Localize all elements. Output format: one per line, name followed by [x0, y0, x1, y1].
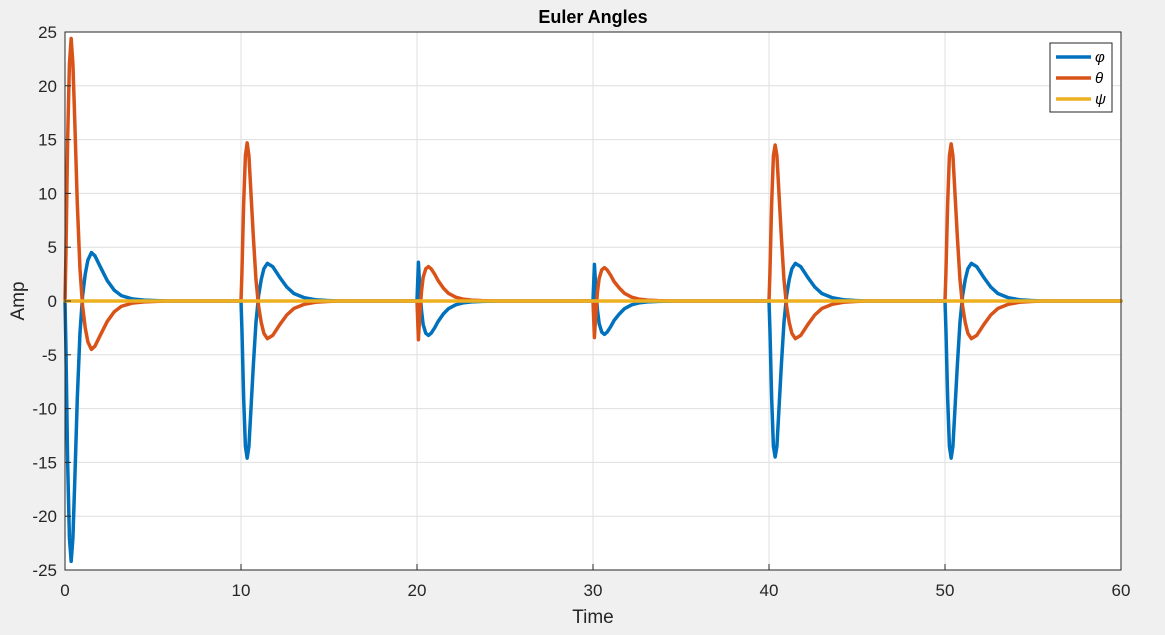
legend: φθψ [1049, 42, 1113, 113]
y-tick-label: 20 [38, 77, 57, 96]
y-tick-label: -25 [32, 561, 57, 580]
x-axis-label: Time [572, 607, 614, 628]
y-tick-label: -15 [32, 453, 57, 472]
x-tick-label: 60 [1112, 581, 1131, 600]
y-tick-label: -5 [42, 346, 57, 365]
x-tick-label: 50 [936, 581, 955, 600]
y-tick-label: 10 [38, 184, 57, 203]
x-axis-ticks: 0 10 20 30 40 50 60 [60, 564, 1130, 600]
y-tick-label: -10 [32, 400, 57, 419]
y-tick-label: 15 [38, 131, 57, 150]
series-layer [63, 36, 1123, 564]
y-tick-label: 25 [38, 23, 57, 42]
x-tick-label: 40 [760, 581, 779, 600]
x-tick-label: 10 [232, 581, 251, 600]
y-tick-label: -20 [32, 507, 57, 526]
x-tick-label: 30 [584, 581, 603, 600]
legend-label: ψ [1095, 91, 1106, 108]
y-axis-label: Amp [8, 281, 29, 320]
legend-label: φ [1095, 49, 1105, 66]
chart-title: Euler Angles [538, 7, 647, 27]
y-tick-label: 5 [48, 238, 57, 257]
y-axis-ticks: -25 -20 -15 -10 -5 0 5 10 15 20 25 [32, 23, 71, 580]
x-tick-label: 20 [408, 581, 427, 600]
x-tick-label: 0 [60, 581, 69, 600]
legend-label: θ [1095, 70, 1103, 87]
y-tick-label: 0 [48, 292, 57, 311]
